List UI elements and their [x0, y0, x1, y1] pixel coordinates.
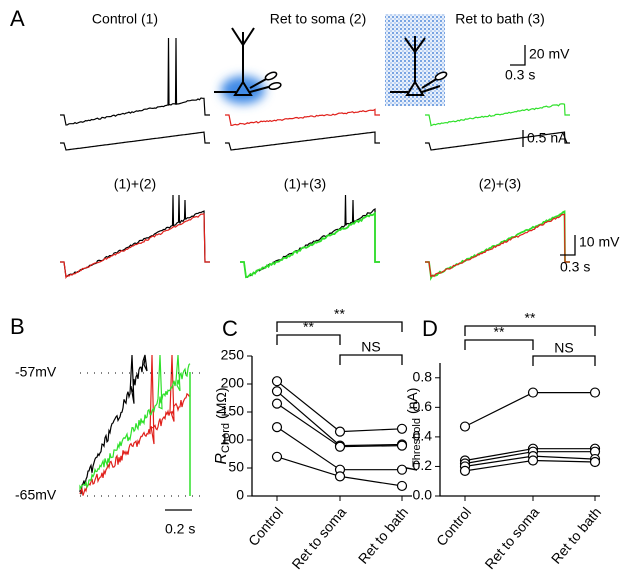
- data-point: [459, 465, 471, 476]
- significance-label: **: [334, 306, 345, 322]
- connector-line: [464, 392, 595, 428]
- significance-label: NS: [361, 339, 380, 355]
- trace: [79, 354, 191, 496]
- y-label-sub: Threshold: [411, 418, 423, 467]
- traces: [60, 37, 570, 496]
- y-tick-label: 0.8: [413, 368, 433, 384]
- trace: [60, 194, 210, 278]
- trace: [60, 37, 210, 126]
- y-tick-label: 200: [221, 375, 245, 391]
- connector-line: [276, 390, 403, 447]
- trace: [79, 354, 191, 490]
- significance-bracket: [276, 321, 403, 332]
- trace: [425, 131, 570, 151]
- y-tick-label: 50: [228, 459, 244, 475]
- data-point: [396, 464, 408, 475]
- data-point: [589, 387, 601, 398]
- significance-label: **: [303, 319, 314, 335]
- y-tick-label: 0.6: [413, 398, 433, 414]
- scale-label: 0.3 s: [560, 259, 590, 275]
- y-label-sub: Chord: [220, 423, 232, 453]
- x-tick-label: Ret to soma: [481, 504, 542, 572]
- significance-label: NS: [554, 340, 573, 356]
- data-point: [396, 480, 408, 492]
- significance-bracket: [464, 339, 534, 350]
- neuron-bath-illustration: [385, 14, 448, 106]
- data-point: [271, 398, 283, 409]
- neuron-soma-illustration: [214, 27, 282, 104]
- trace: [60, 213, 210, 280]
- panel-label: B: [10, 314, 25, 339]
- y-tick-label: 0.4: [413, 428, 433, 444]
- connector-line: [276, 380, 403, 433]
- y-tick-label: 150: [221, 403, 245, 419]
- data-point: [527, 455, 539, 466]
- trace: [225, 131, 380, 151]
- trace: [225, 108, 380, 127]
- overlay-label: (1)+(2): [114, 176, 156, 192]
- x-tick-label: Ret to bath: [548, 504, 604, 567]
- trace: [79, 354, 148, 495]
- trace: [240, 194, 380, 278]
- data-point: [271, 451, 283, 462]
- condition-label: Ret to soma (2): [270, 11, 366, 27]
- y-tick-label: 0.0: [413, 487, 433, 503]
- data-point: [459, 421, 471, 432]
- data-point: [589, 456, 601, 468]
- y-label-main: R: [213, 452, 230, 464]
- data-point: [271, 386, 283, 397]
- x-tick-label: Control: [245, 504, 286, 549]
- overlay-label: (2)+(3): [479, 176, 521, 192]
- scale-bar: [560, 235, 576, 256]
- significance-label: **: [525, 310, 536, 326]
- y-axis-label: RChord (MΩ): [213, 388, 232, 465]
- panel-label: A: [10, 6, 25, 31]
- level-label: -65mV: [15, 487, 57, 503]
- data-point: [334, 441, 346, 452]
- scale-label: 0.3 s: [505, 67, 535, 83]
- trace: [60, 131, 210, 151]
- y-axis-label: IThreshold (nA): [404, 388, 423, 472]
- significance-bracket: [339, 354, 403, 365]
- y-label-main: I: [404, 466, 421, 471]
- data-point: [271, 422, 283, 433]
- level-label: -57mV: [15, 364, 57, 380]
- y-tick-label: 250: [221, 347, 245, 363]
- data-point: [271, 376, 283, 387]
- overlay-label: (1)+(3): [284, 176, 326, 192]
- data-point: [396, 423, 408, 434]
- panel-label: D: [422, 316, 438, 341]
- condition-label: Ret to bath (3): [455, 11, 545, 27]
- data-point: [396, 440, 408, 451]
- significance-bracket: [276, 334, 341, 345]
- scale-label: 0.5 nA: [527, 130, 568, 146]
- scale-label: 0.2 s: [165, 521, 195, 537]
- scale-label: 10 mV: [579, 234, 620, 250]
- data-point: [334, 426, 346, 437]
- significance-label: **: [494, 324, 505, 340]
- y-label-unit: (nA): [404, 388, 420, 414]
- scale-label: 20 mV: [529, 46, 570, 62]
- trace: [425, 213, 570, 278]
- x-tick-label: Ret to soma: [288, 504, 349, 572]
- data-point: [334, 471, 346, 482]
- significance-bracket: [532, 355, 596, 366]
- panel-label: C: [222, 316, 238, 341]
- trace: [425, 103, 570, 127]
- y-tick-label: 0.2: [413, 457, 433, 473]
- y-label-unit: (MΩ): [213, 388, 229, 419]
- scale-bar: [510, 45, 526, 66]
- significance-bracket: [464, 325, 596, 336]
- data-point: [527, 387, 539, 398]
- x-tick-label: Control: [433, 504, 474, 549]
- x-tick-label: Ret to bath: [355, 504, 411, 567]
- y-tick-label: 0: [236, 487, 244, 503]
- trace: [240, 211, 380, 279]
- y-tick-label: 100: [221, 431, 245, 447]
- condition-label: Control (1): [92, 11, 158, 27]
